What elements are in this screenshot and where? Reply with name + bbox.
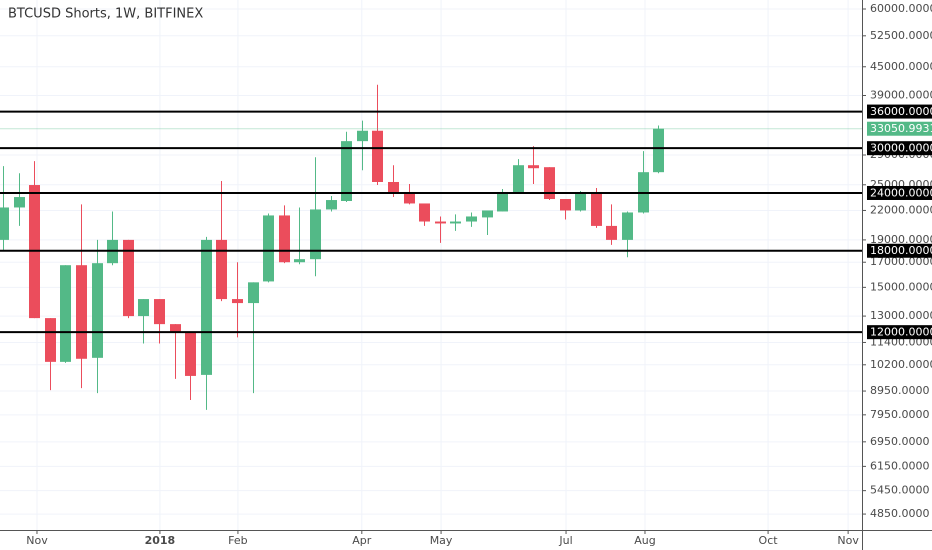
x-tick-label: Feb <box>228 534 247 547</box>
level-box <box>867 141 932 156</box>
candle-body <box>482 210 493 218</box>
level-box <box>867 325 932 340</box>
x-tick-label: Aug <box>634 534 655 547</box>
y-tick-label: 4850.0000 <box>870 507 930 520</box>
y-tick-label: 17000.0000 <box>870 255 932 268</box>
x-tick-label: Nov <box>26 534 48 547</box>
candle-body <box>232 299 243 304</box>
y-tick-label: 5450.0000 <box>870 484 930 497</box>
candle-body <box>404 191 415 204</box>
overlays: 33050.9931 36000.0000 30000.0000 24000.0000… <box>0 104 932 340</box>
candle-body <box>357 130 368 142</box>
level-label: 18000.0000 <box>870 244 932 257</box>
candle-body <box>45 318 56 362</box>
y-tick-label: 6950.0000 <box>870 435 930 448</box>
x-tick-label: Oct <box>759 534 779 547</box>
y-tick-label: 6150.0000 <box>870 459 930 472</box>
candle-body <box>388 181 399 192</box>
y-tick-label: 19000.0000 <box>870 233 932 246</box>
y-tick-label: 60000.0000 <box>870 2 932 15</box>
level-box <box>867 185 932 200</box>
candle-body <box>544 167 555 200</box>
level-box <box>867 243 932 258</box>
candle-body <box>575 191 586 211</box>
last-price-box <box>867 121 932 136</box>
candle-body <box>372 130 383 182</box>
y-tick-label: 52500.0000 <box>870 29 932 42</box>
y-tick-label: 39000.0000 <box>870 88 932 101</box>
candle-body <box>0 207 9 240</box>
candle-body <box>622 212 633 240</box>
chart-title: BTCUSD Shorts, 1W, BITFINEX <box>8 7 203 22</box>
candle-body <box>497 191 508 212</box>
candle-body <box>185 332 196 376</box>
y-tick-label: 22000.0000 <box>870 203 932 216</box>
candle-body <box>279 215 290 263</box>
x-tick-label: Nov <box>837 534 859 547</box>
candle-body <box>653 128 664 173</box>
candle-body <box>154 299 165 325</box>
candle-body <box>435 221 446 224</box>
candle-body <box>201 239 212 375</box>
candle-body <box>170 324 181 333</box>
y-tick-label: 45000.0000 <box>870 60 932 73</box>
candle-body <box>419 203 430 222</box>
candle-body <box>560 199 571 211</box>
candle-body <box>341 141 352 202</box>
candle-body <box>528 165 539 169</box>
y-tick-label: 13000.0000 <box>870 309 932 322</box>
level-label: 24000.0000 <box>870 186 932 199</box>
candle-body <box>310 209 321 260</box>
candle-body <box>294 259 305 263</box>
candle-body <box>591 191 602 226</box>
candle-body <box>248 282 259 304</box>
candle-body <box>513 165 524 192</box>
level-label: 36000.0000 <box>870 105 932 118</box>
last-price-label: 33050.9931 <box>870 122 932 135</box>
y-tick-label: 10200.0000 <box>870 358 932 371</box>
candle-body <box>76 265 87 359</box>
x-tick-label: May <box>430 534 453 547</box>
candle-body <box>606 225 617 240</box>
y-tick-label: 8950.0000 <box>870 384 930 397</box>
candle-body <box>263 215 274 282</box>
candle-body <box>14 197 25 208</box>
candle-body <box>466 216 477 222</box>
candle-body <box>60 265 71 362</box>
y-tick-label: 15000.0000 <box>870 280 932 293</box>
level-box <box>867 104 932 119</box>
candle-body <box>138 299 149 317</box>
candle-body <box>326 200 337 210</box>
candle-body <box>216 239 227 300</box>
x-tick-label: Jul <box>558 534 572 547</box>
level-label: 30000.0000 <box>870 142 932 155</box>
candle-body <box>92 263 103 358</box>
candle-body <box>450 221 461 224</box>
y-tick-label: 7950.0000 <box>870 408 930 421</box>
level-label: 12000.0000 <box>870 326 932 339</box>
x-tick-label: 2018 <box>145 534 176 547</box>
x-tick-label: Apr <box>352 534 372 547</box>
candle-body <box>123 239 134 317</box>
